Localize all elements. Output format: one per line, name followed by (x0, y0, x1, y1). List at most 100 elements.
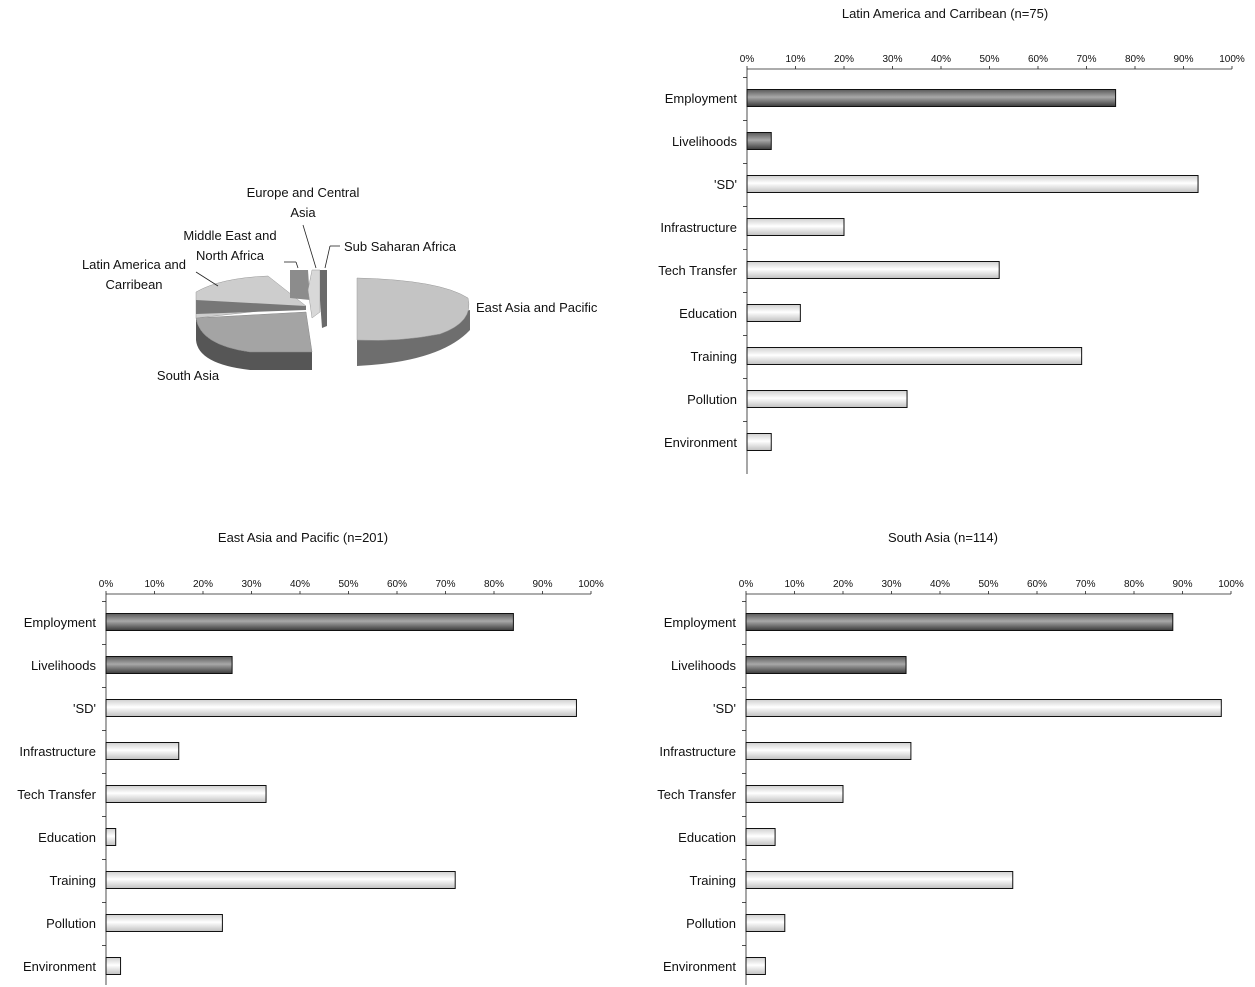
x-tick-label: 80% (1124, 579, 1144, 590)
x-tick-label: 0% (740, 54, 755, 65)
pie-leader-line (324, 245, 331, 269)
pie-chart: Europe and Central Asia Middle East and No… (82, 185, 598, 383)
bar-pollution (105, 914, 223, 932)
category-label: 'SD' (73, 701, 96, 716)
pie-slice-europe-and-central-asia (307, 269, 321, 319)
x-tick-label: 70% (1075, 579, 1095, 590)
pie-leader-line (295, 261, 299, 269)
bar-environment (746, 433, 772, 451)
x-tick-label: 70% (435, 579, 455, 590)
pie-label-middle-east-and-north-africa: Middle East and North Africa (183, 228, 276, 263)
chart-title: East Asia and Pacific (n=201) (218, 530, 388, 545)
x-tick-label: 90% (1172, 579, 1192, 590)
bar-chart-2: East Asia and Pacific (n=201) 0% 10% 20% 30%… (17, 530, 604, 985)
x-tick-label: 80% (484, 579, 504, 590)
pie-leader-line (302, 224, 317, 269)
x-tick-label: 50% (338, 579, 358, 590)
pie-label-south-asia: South Asia (157, 368, 220, 383)
pie-slice-side (196, 318, 312, 370)
bar-chart-3: South Asia (n=114) 0% 10% 20% 30% 40% 50% 60% 70… (657, 530, 1244, 985)
bar-techtransfer (746, 261, 1000, 279)
bar-pollution (745, 914, 786, 932)
x-tick-label: 100% (1218, 579, 1244, 590)
category-label: 'SD' (714, 177, 737, 192)
category-label: Tech Transfer (657, 787, 736, 802)
pie-slice-south-asia (195, 311, 313, 353)
x-tick-label: 0% (739, 579, 754, 590)
category-label: Education (678, 830, 736, 845)
x-tick-label: 60% (1027, 579, 1047, 590)
category-label: Livelihoods (671, 658, 737, 673)
pie-slice-middle-east-and-north-africa (290, 270, 310, 300)
bar-livelihoods (746, 132, 772, 150)
bar-infrastructure (745, 742, 912, 760)
category-label: Employment (664, 615, 737, 630)
bar-chart-1: Latin America and Carribean (n=75) 0% 10% 2… (658, 6, 1245, 474)
bar-techtransfer (105, 785, 267, 803)
category-label: Environment (23, 959, 96, 974)
x-tick-label: 10% (784, 579, 804, 590)
x-tick-label: 80% (1125, 54, 1145, 65)
chart-title: Latin America and Carribean (n=75) (842, 6, 1048, 21)
category-label: Livelihoods (31, 658, 97, 673)
x-tick-label: 50% (978, 579, 998, 590)
x-tick-label: 0% (99, 579, 114, 590)
bar-infrastructure (746, 218, 845, 236)
bar-training (105, 871, 456, 889)
pie-slice-side (196, 300, 306, 314)
category-label: Training (50, 873, 96, 888)
x-tick-label: 40% (931, 54, 951, 65)
category-label: Employment (665, 91, 738, 106)
x-tick-label: 30% (241, 579, 261, 590)
x-tick-label: 60% (1028, 54, 1048, 65)
category-label: Tech Transfer (17, 787, 96, 802)
bar-education (105, 828, 117, 846)
category-label: Tech Transfer (658, 263, 737, 278)
x-tick-label: 20% (833, 579, 853, 590)
bar-education (745, 828, 776, 846)
category-label: Infrastructure (659, 744, 736, 759)
category-label: Livelihoods (672, 134, 738, 149)
x-tick-label: 30% (882, 54, 902, 65)
pie-label-east-asia-and-pacific: East Asia and Pacific (476, 300, 598, 315)
category-label: Training (691, 349, 737, 364)
bar-livelihoods (105, 656, 233, 674)
x-tick-label: 30% (881, 579, 901, 590)
x-tick-label: 10% (785, 54, 805, 65)
category-label: Employment (24, 615, 97, 630)
category-label: Education (38, 830, 96, 845)
x-tick-label: 100% (578, 579, 604, 590)
x-tick-label: 70% (1076, 54, 1096, 65)
bar-employment (105, 613, 514, 631)
category-label: Infrastructure (660, 220, 737, 235)
bar-training (745, 871, 1014, 889)
bar-training (746, 347, 1083, 365)
x-tick-label: 90% (532, 579, 552, 590)
bar-employment (745, 613, 1174, 631)
category-label: Training (690, 873, 736, 888)
bar-techtransfer (745, 785, 844, 803)
x-tick-label: 20% (193, 579, 213, 590)
category-label: Pollution (686, 916, 736, 931)
category-label: Pollution (687, 392, 737, 407)
bar-environment (105, 957, 122, 975)
x-tick-label: 90% (1173, 54, 1193, 65)
chart-title: South Asia (n=114) (888, 530, 998, 545)
x-tick-label: 40% (930, 579, 950, 590)
x-tick-label: 10% (144, 579, 164, 590)
x-tick-label: 50% (979, 54, 999, 65)
bar-sd (105, 699, 577, 717)
bar-sd (745, 699, 1222, 717)
bar-pollution (746, 390, 908, 408)
pie-label-latin-america-and-carribean: Latin America and Carribean (82, 257, 186, 292)
x-tick-label: 40% (290, 579, 310, 590)
pie-leader-line (195, 271, 219, 287)
bar-environment (745, 957, 766, 975)
x-tick-label: 60% (387, 579, 407, 590)
pie-slice-east-asia-and-pacific (356, 277, 470, 341)
category-label: 'SD' (713, 701, 736, 716)
bar-sd (746, 175, 1199, 193)
x-tick-label: 20% (834, 54, 854, 65)
category-label: Environment (664, 435, 737, 450)
